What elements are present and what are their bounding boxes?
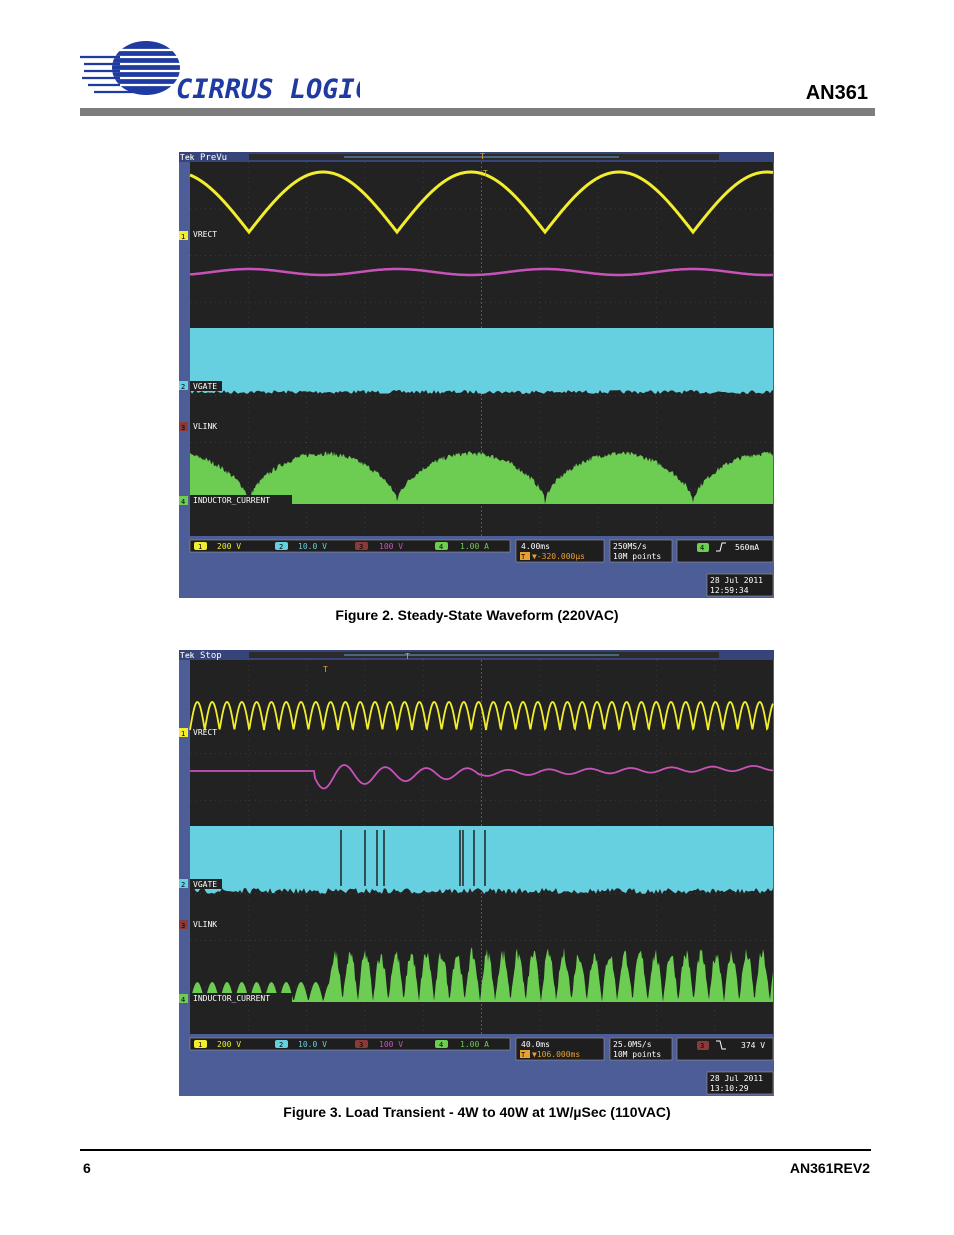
svg-text:T: T	[483, 169, 488, 178]
document-revision: AN361REV2	[789, 1160, 870, 1176]
ch2-scale: 10.0 V	[298, 542, 327, 551]
svg-text:1: 1	[198, 543, 202, 551]
acquisition-box	[609, 1037, 673, 1061]
ch4-waveform	[190, 947, 773, 1002]
ch3-label: VLINK	[193, 422, 217, 431]
ch2-marker	[179, 879, 188, 888]
trigger-position: ▼106.000ms	[532, 1050, 580, 1059]
timebase: 40.0ms	[521, 1040, 550, 1049]
datetime-box	[706, 1071, 774, 1095]
ch2-marker	[179, 381, 188, 390]
ch2-waveform	[190, 328, 773, 390]
ch3-scale: 100 V	[379, 542, 403, 551]
ch3-waveform	[189, 267, 773, 277]
header-rule	[80, 108, 875, 116]
ch4-marker	[179, 496, 188, 505]
registered-mark: ®	[345, 77, 350, 86]
brand-wordmark: CIRRUS LOGIC	[176, 74, 360, 102]
trigger-position-marker: T	[480, 152, 485, 161]
rising-edge-icon	[716, 542, 726, 552]
svg-text:2: 2	[181, 383, 185, 391]
cirrus-logic-logo: CIRRUS LOGIC ®	[80, 40, 372, 105]
ch1-marker	[179, 728, 188, 737]
ch1-scale: 200 V	[217, 1040, 241, 1049]
ch1-label: VRECT	[193, 728, 217, 737]
ch1-waveform	[189, 170, 774, 235]
svg-text:3: 3	[359, 1041, 363, 1049]
ch2-label: VGATE	[193, 382, 217, 391]
trigger-level: 560mA	[735, 543, 759, 552]
oscilloscope-screenshot-steady-state: Tek PreVu T T 1 VRECT 2 VGATE 3 VLINK 4 …	[179, 152, 774, 598]
ch4-label: INDUCTOR_CURRENT	[193, 496, 270, 505]
ch3-waveform	[190, 764, 773, 790]
logo-globe-icon	[80, 41, 184, 95]
ch3-scale: 100 V	[379, 1040, 403, 1049]
ch1-waveform	[189, 701, 774, 731]
ch3-marker	[179, 422, 188, 431]
acquisition-status: Stop	[200, 651, 222, 661]
svg-text:4: 4	[181, 498, 185, 506]
svg-text:T: T	[521, 1051, 526, 1059]
svg-text:2: 2	[279, 543, 283, 551]
sample-rate: 25.0MS/s	[613, 1040, 652, 1049]
capture-time: 12:59:34	[710, 586, 749, 595]
figure-2-caption: Figure 2. Steady-State Waveform (220VAC)	[335, 607, 619, 623]
trigger-channel: 4	[700, 544, 704, 552]
svg-text:T: T	[323, 665, 328, 674]
ch4-scale: 1.00 A	[460, 1040, 489, 1049]
ch4-waveform	[190, 451, 773, 504]
timebase-box	[515, 1037, 605, 1061]
ch4-scale: 1.00 A	[460, 542, 489, 551]
falling-edge-icon	[716, 1040, 726, 1050]
trigger-position: ▼-320.000µs	[532, 552, 585, 561]
timebase-box	[515, 539, 605, 563]
trigger-level: 374 V	[741, 1041, 765, 1050]
svg-text:4: 4	[181, 996, 185, 1004]
capture-date: 28 Jul 2011	[710, 576, 763, 585]
svg-text:1: 1	[198, 1041, 202, 1049]
tek-logo: Tek	[180, 153, 195, 162]
acquisition-box	[609, 539, 673, 563]
ch3-marker	[179, 920, 188, 929]
ch2-scale: 10.0 V	[298, 1040, 327, 1049]
svg-text:1: 1	[181, 233, 185, 241]
capture-time: 13:10:29	[710, 1084, 749, 1093]
svg-text:1: 1	[181, 730, 185, 738]
sample-rate: 250MS/s	[613, 542, 647, 551]
record-length: 10M points	[613, 552, 661, 561]
svg-text:4: 4	[439, 1041, 443, 1049]
channel-scale-bar	[189, 539, 511, 553]
ch1-marker	[179, 231, 188, 240]
tek-logo: Tek	[180, 651, 195, 660]
timebase: 4.00ms	[521, 542, 550, 551]
footer-rule	[80, 1149, 871, 1151]
svg-text:T: T	[521, 553, 526, 561]
figure-3-caption: Figure 3. Load Transient - 4W to 40W at …	[283, 1104, 671, 1120]
svg-text:2: 2	[181, 881, 185, 889]
page-number: 6	[83, 1160, 91, 1176]
ch4-marker	[179, 994, 188, 1003]
trigger-position-marker: T	[405, 652, 410, 661]
ch2-waveform	[190, 826, 773, 888]
svg-text:3: 3	[181, 922, 185, 930]
svg-text:3: 3	[181, 424, 185, 432]
svg-text:4: 4	[439, 543, 443, 551]
oscilloscope-screenshot-load-transient: Tek Stop T T 1 VRECT 2 VGATE 3 VLINK 4 I…	[179, 650, 774, 1096]
trigger-channel: 3	[700, 1042, 704, 1050]
record-length: 10M points	[613, 1050, 661, 1059]
capture-date: 28 Jul 2011	[710, 1074, 763, 1083]
svg-text:3: 3	[359, 543, 363, 551]
ch1-label: VRECT	[193, 230, 217, 239]
acquisition-status: PreVu	[200, 153, 227, 163]
svg-text:2: 2	[279, 1041, 283, 1049]
ch1-scale: 200 V	[217, 542, 241, 551]
ch4-label: INDUCTOR_CURRENT	[193, 994, 270, 1003]
ch3-label: VLINK	[193, 920, 217, 929]
datetime-box	[706, 573, 774, 597]
channel-scale-bar	[189, 1037, 511, 1051]
ch2-label: VGATE	[193, 880, 217, 889]
document-id: AN361	[805, 82, 868, 104]
